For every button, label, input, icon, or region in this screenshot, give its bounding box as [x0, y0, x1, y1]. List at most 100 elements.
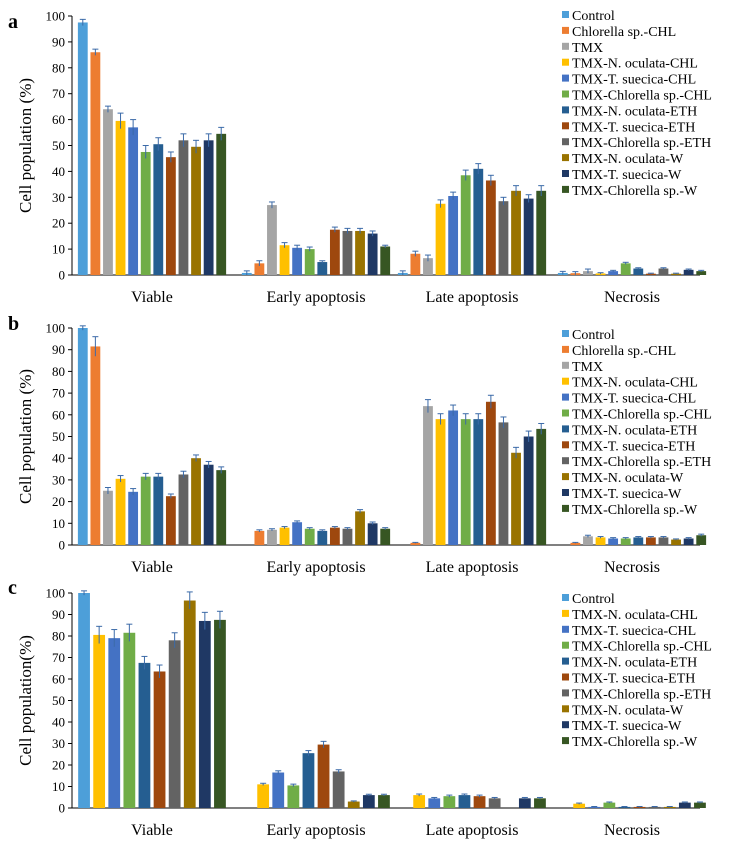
y-tick-label: 70 [52, 386, 65, 401]
legend-entry: TMX-N. oculata-CHL [572, 608, 698, 623]
bar [645, 537, 656, 545]
bar [267, 205, 277, 275]
y-axis-label: Cell population (%) [16, 369, 35, 504]
bar [620, 538, 631, 545]
bar [304, 528, 315, 545]
legend-swatch [562, 689, 569, 697]
legend-entry: Chlorella sp.-CHL [572, 344, 676, 359]
legend-entry: TMX-T. suecica-W [572, 168, 682, 183]
y-axis-label: Cell population(%) [16, 635, 35, 766]
bar [511, 452, 521, 545]
bar [523, 436, 534, 545]
y-tick-label: 10 [52, 516, 65, 531]
bar [279, 245, 290, 275]
legend-entry: TMX-T. suecica-CHL [572, 392, 696, 407]
legend-entry: TMX-Chlorella sp.-ETH [572, 455, 711, 470]
bar [93, 634, 106, 808]
legend-entry: Chlorella sp.-CHL [572, 25, 676, 40]
y-tick-label: 10 [52, 242, 65, 257]
legend-entry: TMX-N. oculata-W [572, 152, 684, 167]
bar [108, 638, 121, 808]
bar [178, 474, 189, 545]
category-label: Necrosis [604, 822, 660, 839]
bar [380, 528, 391, 545]
bar [329, 229, 340, 275]
bar [90, 52, 101, 276]
bar [485, 180, 496, 275]
bar [165, 496, 176, 545]
legend-swatch [562, 58, 569, 66]
y-tick-label: 80 [52, 364, 65, 379]
bar [128, 491, 139, 545]
bar [362, 795, 375, 808]
y-tick-label: 90 [52, 607, 65, 622]
bar [460, 175, 471, 275]
bar [473, 168, 484, 275]
legend-entry: TMX-T. suecica-ETH [572, 120, 695, 135]
bar [595, 537, 606, 545]
legend-entry: TMX-N. oculata-ETH [572, 104, 697, 119]
legend-swatch [562, 625, 569, 633]
panel-letter: a [8, 11, 18, 33]
bar [267, 529, 277, 545]
bar [620, 263, 631, 275]
bar [570, 542, 581, 545]
legend-entry: TMX-Chlorella sp.-W [572, 184, 698, 199]
bar [342, 528, 353, 545]
legend-swatch [562, 504, 569, 512]
bar [458, 795, 471, 808]
legend-swatch [562, 170, 569, 177]
legend-swatch [562, 330, 569, 337]
category-label: Late apoptosis [426, 559, 519, 576]
legend-swatch [562, 106, 569, 114]
legend-swatch [562, 26, 569, 34]
legend-entry: TMX-N. oculata-ETH [572, 423, 697, 438]
legend-swatch [562, 594, 569, 601]
bar [216, 470, 227, 545]
bar [304, 249, 315, 275]
bar [254, 263, 265, 275]
legend-swatch [562, 489, 569, 496]
legend-swatch [562, 457, 569, 465]
y-tick-label: 40 [52, 164, 65, 179]
bar [355, 230, 365, 275]
legend-entry: TMX [572, 41, 603, 56]
category-label: Early apoptosis [266, 559, 365, 576]
legend-swatch [562, 673, 569, 681]
bar [191, 146, 201, 275]
bar [696, 535, 707, 545]
chart-panel-b: b 0 10 20 30 40 50 60 70 80 90 100 Cell population (… [8, 313, 712, 576]
bar [671, 539, 681, 545]
legend-entry: TMX-Chlorella sp.-ETH [572, 687, 711, 702]
y-tick-label: 30 [52, 190, 65, 205]
legend-entry: Control [572, 9, 615, 24]
bar [448, 410, 459, 545]
y-tick-label: 40 [52, 715, 65, 730]
bar [410, 542, 421, 545]
y-tick-label: 100 [46, 586, 66, 601]
bar [645, 273, 656, 275]
bar [588, 806, 601, 808]
bar [658, 268, 669, 275]
bar [178, 140, 189, 275]
bar [140, 151, 151, 275]
bar [671, 273, 681, 275]
bar [473, 796, 486, 808]
y-tick-label: 20 [52, 216, 65, 231]
legend-entry: TMX-Chlorella sp.-ETH [572, 136, 711, 151]
bar [367, 233, 378, 275]
bar [536, 190, 547, 275]
y-tick-label: 90 [52, 342, 65, 357]
bar [380, 246, 391, 275]
bar [183, 600, 196, 808]
bar [618, 806, 631, 808]
bar [165, 157, 176, 275]
legend-swatch [562, 361, 569, 369]
y-tick-label: 80 [52, 60, 65, 75]
bar [423, 258, 433, 275]
legend-entry: TMX-Chlorella sp.-CHL [572, 408, 712, 423]
legend-swatch [562, 609, 569, 617]
bar [355, 511, 365, 545]
bar [292, 522, 303, 545]
